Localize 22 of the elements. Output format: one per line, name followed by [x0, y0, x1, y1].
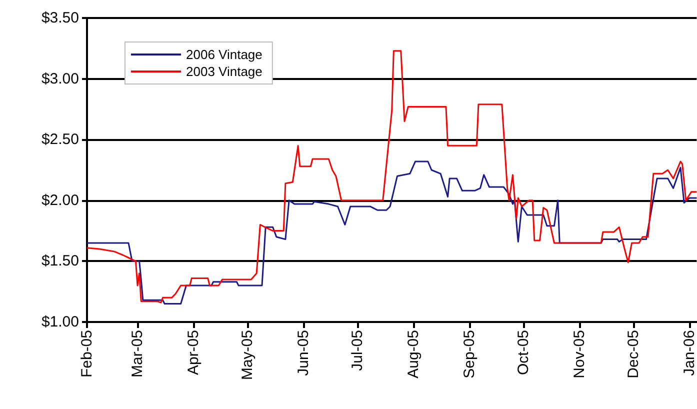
x-tick-label: Oct-05: [515, 330, 532, 376]
x-tick-label: Sep-05: [460, 330, 478, 378]
x-tick-label: Dec-05: [625, 330, 642, 378]
legend-label: 2006 Vintage: [186, 47, 262, 62]
x-tick-label: Nov-05: [570, 330, 588, 378]
y-tick-label: $2.00: [41, 192, 79, 209]
x-tick-label: Feb-05: [78, 330, 96, 378]
y-tick-label: $1.00: [41, 314, 79, 330]
line-series: [86, 160, 697, 305]
y-tick-label: $3.50: [41, 10, 79, 26]
x-tick-label: Jan-06: [681, 330, 697, 376]
legend-label: 2003 Vintage: [186, 64, 262, 79]
y-tick-label: $1.50: [41, 252, 79, 270]
y-tick-label: $2.50: [41, 131, 79, 148]
x-tick-label: Mar-05: [129, 330, 146, 378]
x-tick-label: Apr-05: [184, 330, 202, 376]
x-tick-label: Aug-05: [405, 330, 422, 378]
line-series: [86, 50, 697, 304]
y-tick-label: $3.00: [41, 70, 79, 88]
x-tick-label: Jul-05: [349, 330, 366, 371]
x-tick-label: May-05: [239, 330, 256, 380]
x-tick-label: Jun-05: [294, 330, 312, 376]
